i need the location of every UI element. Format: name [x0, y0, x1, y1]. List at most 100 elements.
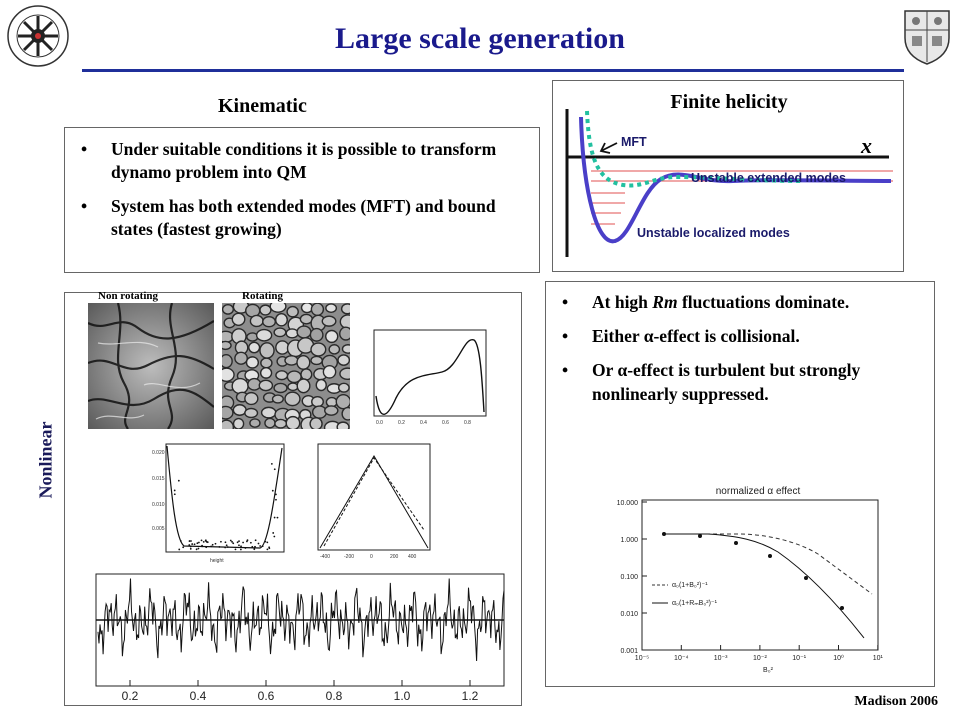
scatter-point — [224, 546, 227, 549]
convection-cell — [244, 407, 259, 419]
scatter-point — [270, 462, 273, 465]
scatter-point — [224, 541, 227, 544]
bullet-text: Or — [592, 360, 618, 380]
scatter-point — [193, 543, 196, 546]
convection-cell — [328, 344, 341, 355]
scatter-point — [271, 489, 274, 492]
convection-cell — [296, 378, 311, 394]
scatter-point — [211, 543, 214, 546]
scatter-point — [259, 545, 262, 547]
scatter-point — [214, 542, 217, 545]
convection-cell — [285, 415, 301, 429]
scatter-point — [195, 548, 198, 551]
alpha-x-tick-label: 10⁻⁵ — [635, 655, 649, 662]
scatter-point — [188, 544, 191, 546]
scatter-point — [178, 548, 181, 551]
alpha-solid-curve — [664, 533, 865, 639]
scatter-point — [238, 544, 240, 547]
scatter-point — [242, 541, 244, 544]
alpha-y-tick-label: 0.001 — [620, 648, 638, 655]
convection-cell — [274, 313, 288, 327]
bullet-text: fluctuations dominate. — [677, 292, 850, 312]
convection-cell — [231, 312, 246, 326]
scatter-point — [264, 540, 267, 543]
convection-cell — [269, 303, 287, 313]
convection-cell — [255, 328, 273, 342]
bullet-text: -effect is turbulent but strongly nonlin… — [592, 360, 861, 404]
scatter-point — [238, 540, 240, 543]
scatter-point — [254, 539, 257, 542]
scatter-point — [266, 541, 269, 544]
convection-cell — [222, 340, 232, 351]
convection-cell — [249, 418, 261, 428]
convection-cell — [231, 377, 249, 395]
kinematic-bullet: System has both extended modes (MFT) and… — [81, 195, 531, 241]
convection-cell — [310, 303, 325, 317]
convection-cell — [260, 406, 277, 419]
convection-cell — [309, 327, 324, 342]
rotating-caption: Rotating — [242, 290, 283, 302]
convection-cell — [259, 367, 273, 379]
convection-cell — [310, 355, 323, 366]
scatter-point — [275, 493, 277, 496]
scatter-point — [226, 546, 229, 548]
convection-cell — [222, 405, 234, 420]
convection-cell — [324, 405, 339, 416]
spectrum-plot: -400 -200 0 200 400 — [304, 440, 434, 564]
scatter-point — [261, 545, 264, 548]
svg-text:400: 400 — [408, 554, 417, 560]
nonlinear-label: Nonlinear — [35, 421, 56, 499]
relative-helicity-plot: 0.0 0.2 0.4 0.6 0.8 — [366, 326, 492, 428]
scatter-point — [210, 545, 213, 548]
convection-cell — [296, 354, 311, 370]
legend-dashed-label: α₀(1+B₀²)⁻¹ — [672, 582, 708, 589]
convection-cell — [287, 382, 299, 392]
scatter-point — [272, 532, 275, 534]
time-tick-label: 1.2 — [462, 689, 479, 702]
svg-text:0.010: 0.010 — [152, 502, 165, 508]
convection-cell — [324, 329, 339, 344]
kinematic-box: Under suitable conditions it is possible… — [64, 127, 540, 273]
convection-cell — [232, 417, 245, 429]
scatter-point — [196, 542, 199, 545]
convection-cell — [259, 304, 272, 316]
time-tick-label: 0.2 — [122, 689, 139, 702]
scatter-point — [218, 546, 221, 548]
convection-cell — [325, 303, 338, 313]
convection-cell — [340, 303, 350, 315]
scatter-point — [189, 547, 192, 550]
svg-text:0.2: 0.2 — [398, 420, 405, 426]
svg-text:0.6: 0.6 — [442, 420, 449, 426]
svg-text:0.020: 0.020 — [152, 450, 165, 456]
nonlinear-box — [64, 292, 522, 706]
convection-cell — [337, 354, 350, 366]
non-rotating-caption: Non rotating — [98, 290, 158, 302]
scatter-point — [173, 489, 176, 492]
alpha-x-tick-label: 10⁻¹ — [792, 655, 806, 662]
boundary-profile-plot: 0.020 0.015 0.010 0.005 height — [150, 440, 292, 564]
high-rm-bullet: Either α-effect is collisional. — [562, 324, 932, 348]
scatter-point — [191, 543, 194, 545]
convection-cell — [311, 395, 324, 408]
convection-cell — [264, 417, 276, 429]
legend-solid-label: α₀(1+RₘB₀²)⁻¹ — [672, 600, 718, 607]
alpha-y-tick-label: 1.000 — [620, 537, 638, 544]
convection-cell — [222, 354, 233, 369]
scatter-point — [225, 544, 228, 547]
scatter-point — [202, 540, 205, 543]
convection-cell — [296, 325, 312, 339]
convection-cell — [337, 382, 350, 393]
convection-cell — [222, 303, 234, 315]
convection-cell — [341, 344, 350, 354]
svg-text:0.015: 0.015 — [152, 476, 165, 482]
convection-cell — [284, 355, 299, 366]
alpha-x-tick-label: 10¹ — [873, 655, 884, 662]
kinematic-bullet: Under suitable conditions it is possible… — [81, 138, 531, 184]
convection-cell — [273, 382, 288, 394]
svg-text:0: 0 — [370, 554, 373, 560]
convection-cell — [339, 326, 350, 341]
convection-cell — [222, 367, 235, 382]
scatter-point — [234, 548, 237, 551]
convection-cell — [234, 351, 248, 365]
scatter-point — [273, 468, 276, 471]
